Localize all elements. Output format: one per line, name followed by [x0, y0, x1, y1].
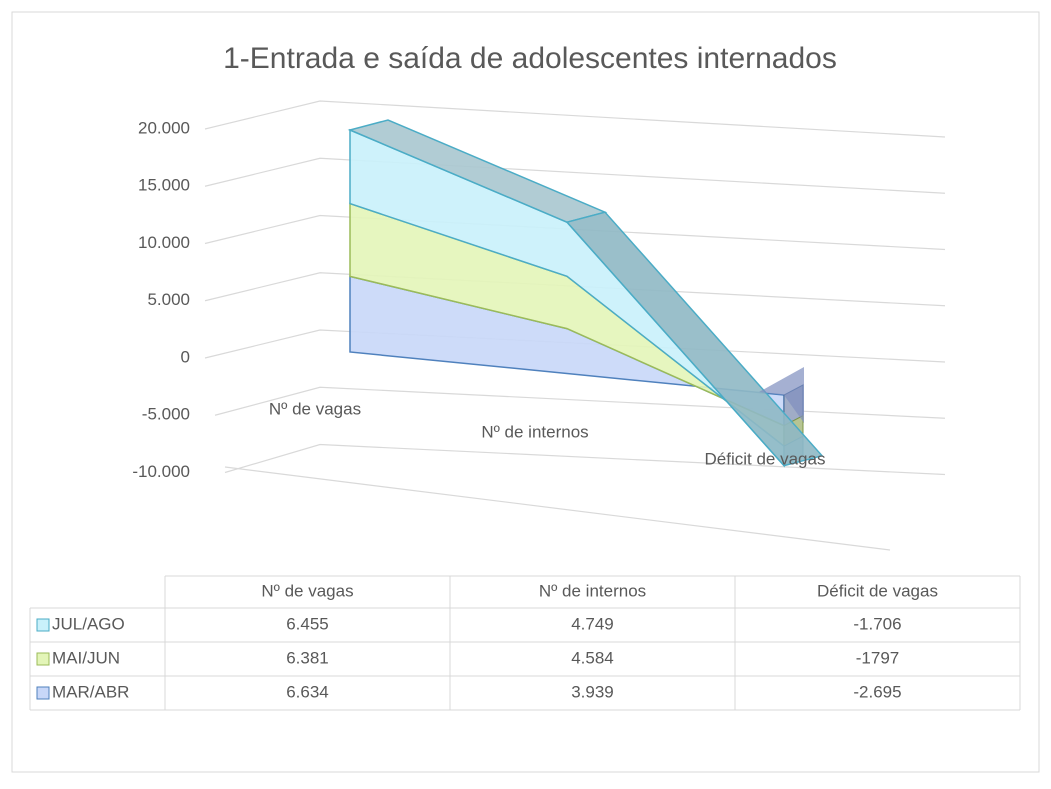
legend-swatch: [36, 686, 50, 700]
grid-line: [204, 157, 946, 194]
table-cell: 6.381: [286, 648, 329, 667]
area-top: [759, 367, 804, 423]
grid-line: [204, 329, 946, 363]
table-cell: 4.749: [571, 614, 614, 633]
y-tick-label: 0: [181, 347, 190, 366]
x-tick-label: Déficit de vagas: [705, 449, 826, 468]
y-tick-label: 15.000: [138, 176, 190, 195]
y-tick-label: 20.000: [138, 118, 190, 137]
floor-edge: [224, 466, 891, 551]
table-cell: -1.706: [853, 614, 901, 633]
area-top: [565, 211, 824, 467]
table-cell: 6.634: [286, 682, 329, 701]
grid-line: [224, 443, 946, 476]
chart-title: 1-Entrada e saída de adolescentes intern…: [223, 42, 837, 75]
grid-line: [204, 214, 946, 251]
legend-label: MAI/JUN: [52, 648, 120, 667]
x-tick-label: Nº de internos: [481, 422, 588, 441]
grid-line: [204, 272, 946, 307]
table-cell: 6.455: [286, 614, 329, 633]
chart-frame: [11, 11, 1040, 773]
y-tick-label: 5.000: [147, 290, 190, 309]
legend-swatch: [36, 618, 50, 632]
legend-label: JUL/AGO: [52, 614, 125, 633]
grid-line: [204, 100, 946, 138]
y-tick-label: -10.000: [132, 462, 190, 481]
x-tick-label: Nº de vagas: [269, 399, 361, 418]
table-header: Déficit de vagas: [817, 581, 938, 600]
legend-swatch: [36, 652, 50, 666]
table-cell: 4.584: [571, 648, 614, 667]
table-header: Nº de internos: [539, 581, 646, 600]
legend-label: MAR/ABR: [52, 682, 129, 701]
y-tick-label: -5.000: [142, 405, 190, 424]
table-cell: -2.695: [853, 682, 901, 701]
table-cell: -1797: [856, 648, 899, 667]
table-header: Nº de vagas: [261, 581, 353, 600]
y-tick-label: 10.000: [138, 233, 190, 252]
table-cell: 3.939: [571, 682, 614, 701]
